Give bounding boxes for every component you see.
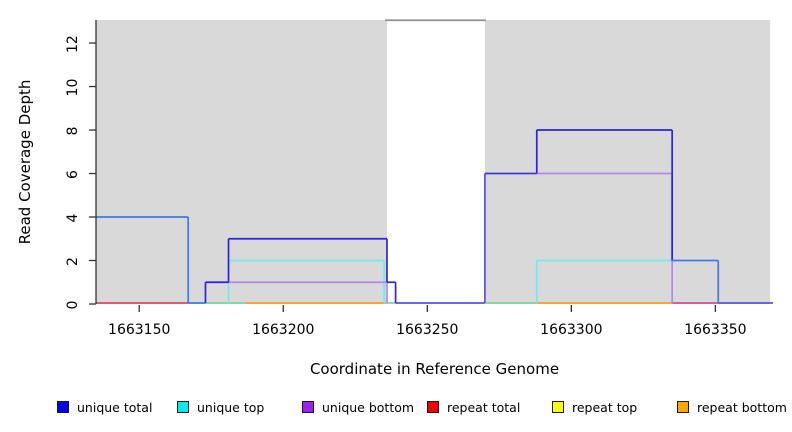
y-tick-label: 10: [65, 79, 81, 97]
x-tick-label: 1663300: [540, 322, 602, 338]
y-tick-label: 8: [65, 127, 81, 136]
unique-bottom-swatch: [302, 401, 314, 413]
legend-label: repeat bottom: [697, 399, 787, 415]
coverage-plot: Read Coverage Depth 0 2 4 6 8 10 12 1663150 1663…: [16, 19, 773, 338]
y-tick-label: 2: [65, 257, 81, 266]
legend-label: repeat top: [572, 399, 638, 415]
x-tick-label: 1663250: [396, 322, 458, 338]
legend-label: unique top: [197, 399, 265, 415]
legend-item-repeat-bottom: repeat bottom: [677, 399, 787, 415]
repeat-bottom-swatch: [677, 401, 689, 413]
x-tick-label: 1663350: [684, 322, 746, 338]
repeat-total-swatch: [427, 401, 439, 413]
y-tick-label: 12: [65, 35, 81, 53]
legend-item-repeat-total: repeat total: [427, 399, 520, 415]
y-tick-label: 4: [65, 213, 81, 222]
legend-item-unique-bottom: unique bottom: [302, 399, 414, 415]
masked-region: [484, 20, 771, 304]
legend-item-repeat-top: repeat top: [552, 399, 637, 415]
x-tick-label: 1663200: [252, 322, 314, 338]
y-tick-label: 0: [65, 301, 81, 310]
repeat-top-swatch: [552, 401, 564, 413]
legend-item-unique-top: unique top: [177, 399, 264, 415]
legend: unique total unique top unique bottom re…: [0, 399, 792, 419]
y-tick-label: 6: [65, 170, 81, 179]
legend-label: unique bottom: [322, 399, 415, 415]
legend-label: unique total: [77, 399, 153, 415]
unique-top-swatch: [177, 401, 189, 413]
unique-total-swatch: [57, 401, 69, 413]
legend-label: repeat total: [447, 399, 521, 415]
x-axis-title: Coordinate in Reference Genome: [309, 360, 560, 378]
x-tick-label: 1663150: [108, 322, 170, 338]
legend-item-unique-total: unique total: [57, 399, 152, 415]
masked-region: [96, 20, 387, 304]
y-axis-title: Read Coverage Depth: [16, 80, 34, 245]
